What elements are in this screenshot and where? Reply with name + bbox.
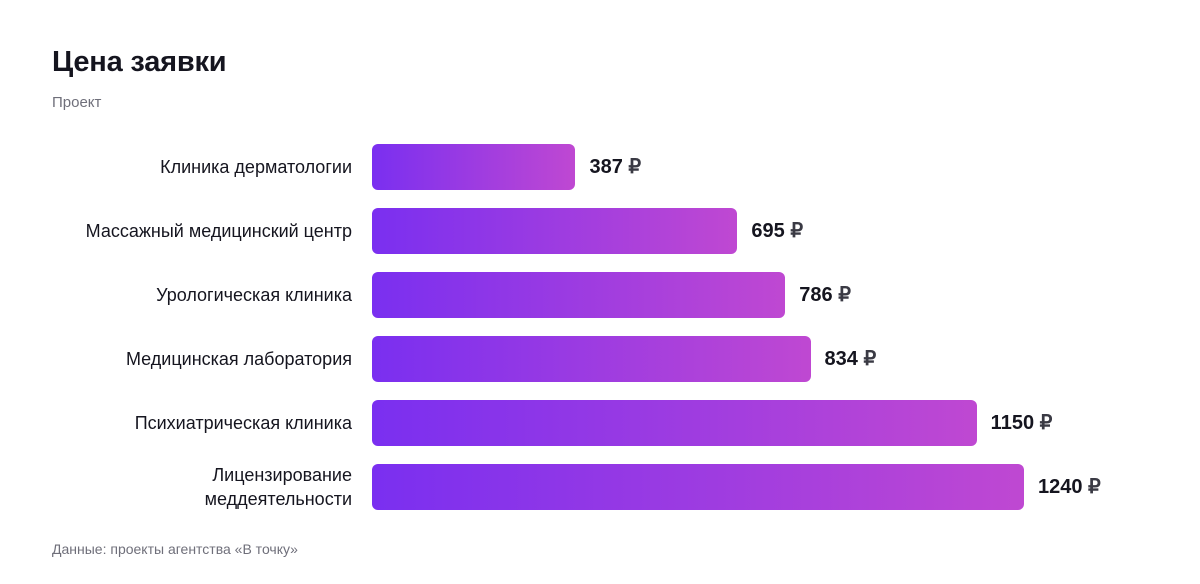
- bar: [372, 272, 786, 318]
- bar-value-label: 1240 ₽: [1038, 464, 1101, 510]
- data-source-note: Данные: проекты агентства «В точку»: [52, 541, 298, 557]
- category-label: Медицинская лаборатория: [125, 349, 352, 369]
- bar-value-label: 387 ₽: [589, 144, 641, 190]
- category-label: Психиатрическая клиника: [134, 413, 352, 433]
- bar-value-number: 1240: [1038, 476, 1083, 498]
- bar-value-number: 695: [751, 220, 785, 242]
- bar: [372, 464, 1024, 510]
- currency-unit: ₽: [1034, 412, 1053, 434]
- bar: [372, 400, 977, 446]
- bar-value-number: 1150: [990, 412, 1035, 434]
- bar-value-label: 834 ₽: [825, 336, 877, 382]
- category-label: Лицензирование меддеятельности: [204, 465, 352, 509]
- currency-unit: ₽: [857, 348, 877, 370]
- currency-unit: ₽: [1082, 476, 1101, 498]
- chart-title: Цена заявки: [52, 46, 227, 78]
- bar-value-label: 695 ₽: [751, 208, 803, 254]
- currency-unit: ₽: [784, 220, 804, 242]
- bar-value-number: 387: [589, 156, 623, 178]
- currency-unit: ₽: [832, 284, 851, 306]
- category-label: Урологическая клиника: [156, 285, 352, 305]
- bar: [372, 144, 576, 190]
- bar: [372, 336, 811, 382]
- bar-value-number: 834: [824, 348, 858, 370]
- currency-unit: ₽: [622, 156, 642, 178]
- bar-value-label: 786 ₽: [799, 272, 851, 318]
- bar-value-label: 1150 ₽: [991, 400, 1053, 446]
- bar: [372, 208, 738, 254]
- bar-value-number: 786: [799, 284, 833, 306]
- chart-subtitle: Проект: [52, 94, 102, 111]
- category-label: Клиника дерматологии: [160, 157, 352, 177]
- category-label: Массажный медицинский центр: [85, 221, 352, 241]
